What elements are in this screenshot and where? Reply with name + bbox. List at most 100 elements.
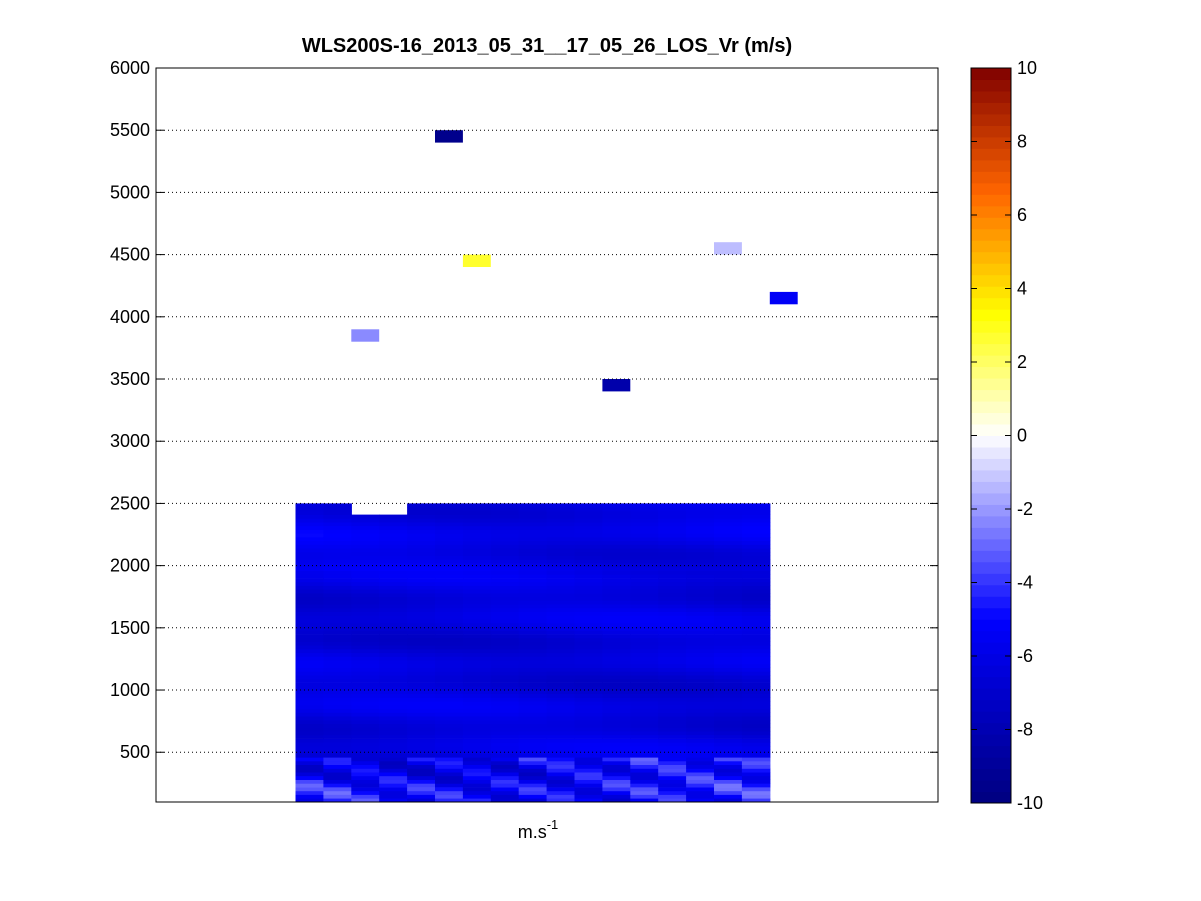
heatmap-cell xyxy=(686,768,715,773)
heatmap-cell xyxy=(295,645,324,650)
heatmap-cell xyxy=(323,581,352,586)
heatmap-cell xyxy=(379,634,408,639)
heatmap-cell xyxy=(379,663,408,668)
heatmap-cell xyxy=(714,548,743,553)
colorbar-tick-label: 6 xyxy=(1017,205,1027,225)
heatmap-cell xyxy=(518,645,548,650)
heatmap-cell xyxy=(714,537,743,542)
heatmap-cell xyxy=(741,731,771,736)
heatmap-cell xyxy=(295,682,324,687)
heatmap-cell xyxy=(741,533,771,538)
heatmap-cell xyxy=(741,540,771,545)
heatmap-cell xyxy=(518,652,548,657)
heatmap-cell xyxy=(602,645,631,650)
heatmap-cell xyxy=(630,634,659,639)
heatmap-cell xyxy=(490,604,520,609)
heatmap-cell xyxy=(490,705,520,710)
heatmap-cell xyxy=(518,522,548,527)
heatmap-cell xyxy=(323,544,352,549)
heatmap-cell xyxy=(407,652,436,657)
heatmap-cell xyxy=(323,686,352,691)
heatmap-cell xyxy=(462,656,492,661)
heatmap-cell xyxy=(323,637,352,642)
heatmap-cell xyxy=(546,641,576,646)
heatmap-cell xyxy=(323,574,352,579)
heatmap-cell xyxy=(546,630,576,635)
heatmap-cell xyxy=(518,790,548,795)
heatmap-cell xyxy=(351,570,380,575)
colorbar-swatch xyxy=(971,492,1011,505)
heatmap-cell xyxy=(574,503,603,508)
heatmap-cell xyxy=(546,649,576,654)
heatmap-cell xyxy=(741,607,771,612)
colorbar-swatch xyxy=(971,757,1011,770)
heatmap-cell xyxy=(435,649,464,654)
heatmap-cell xyxy=(462,787,492,792)
heatmap-cell xyxy=(574,622,603,627)
heatmap-cell xyxy=(407,708,436,713)
heatmap-cell xyxy=(741,548,771,553)
heatmap-cell xyxy=(630,645,659,650)
heatmap-cell xyxy=(546,701,576,706)
heatmap-cell xyxy=(574,772,603,777)
heatmap-cell xyxy=(714,600,743,605)
heatmap-cell xyxy=(630,596,659,601)
heatmap-cell xyxy=(518,693,548,698)
heatmap-cell xyxy=(714,578,743,583)
heatmap-cell xyxy=(435,760,464,765)
heatmap-cell xyxy=(518,746,548,751)
heatmap-cell-isolated xyxy=(462,254,491,267)
heatmap-cell xyxy=(518,537,548,542)
heatmap-cell xyxy=(407,645,436,650)
heatmap-cell xyxy=(741,716,771,721)
heatmap-cell xyxy=(379,705,408,710)
heatmap-cell xyxy=(518,719,548,724)
heatmap-cell xyxy=(295,783,324,788)
heatmap-cell xyxy=(490,663,520,668)
heatmap-cell xyxy=(714,794,743,799)
heatmap-cell xyxy=(435,630,464,635)
heatmap-cell xyxy=(602,667,631,672)
heatmap-cell xyxy=(351,634,380,639)
heatmap-cell xyxy=(741,589,771,594)
heatmap-cell xyxy=(295,544,324,549)
colorbar-swatch xyxy=(971,343,1011,356)
heatmap-cell xyxy=(574,619,603,624)
heatmap-cell xyxy=(741,518,771,523)
heatmap-cell xyxy=(686,581,715,586)
heatmap-cell xyxy=(518,682,548,687)
heatmap-cell xyxy=(295,503,324,508)
heatmap-cell xyxy=(490,746,520,751)
heatmap-cell xyxy=(435,749,464,754)
heatmap-cell xyxy=(295,727,324,732)
heatmap-cell xyxy=(658,768,687,773)
heatmap-cell xyxy=(379,585,408,590)
heatmap-cell xyxy=(686,738,715,743)
heatmap-cell xyxy=(741,768,771,773)
heatmap-cell xyxy=(351,705,380,710)
heatmap-cell xyxy=(407,634,436,639)
heatmap-cell xyxy=(295,656,324,661)
heatmap-cell xyxy=(379,563,408,568)
heatmap-cell xyxy=(574,667,603,672)
heatmap-cell xyxy=(323,749,352,754)
heatmap-cell xyxy=(741,656,771,661)
heatmap-cell xyxy=(630,783,659,788)
heatmap-cell xyxy=(435,794,464,799)
heatmap-cell xyxy=(379,533,408,538)
heatmap-cell xyxy=(658,682,687,687)
heatmap-cell xyxy=(546,637,576,642)
heatmap-cell xyxy=(323,649,352,654)
heatmap-cell xyxy=(546,719,576,724)
heatmap-cell xyxy=(714,675,743,680)
heatmap-cell xyxy=(686,656,715,661)
heatmap-cell xyxy=(379,518,408,523)
heatmap-cell xyxy=(435,641,464,646)
heatmap-cell xyxy=(741,753,771,758)
heatmap-cell xyxy=(741,555,771,560)
heatmap-cell xyxy=(462,559,492,564)
heatmap-cell xyxy=(658,671,687,676)
heatmap-cell xyxy=(602,619,631,624)
heatmap-cell xyxy=(407,615,436,620)
heatmap-cell xyxy=(741,734,771,739)
